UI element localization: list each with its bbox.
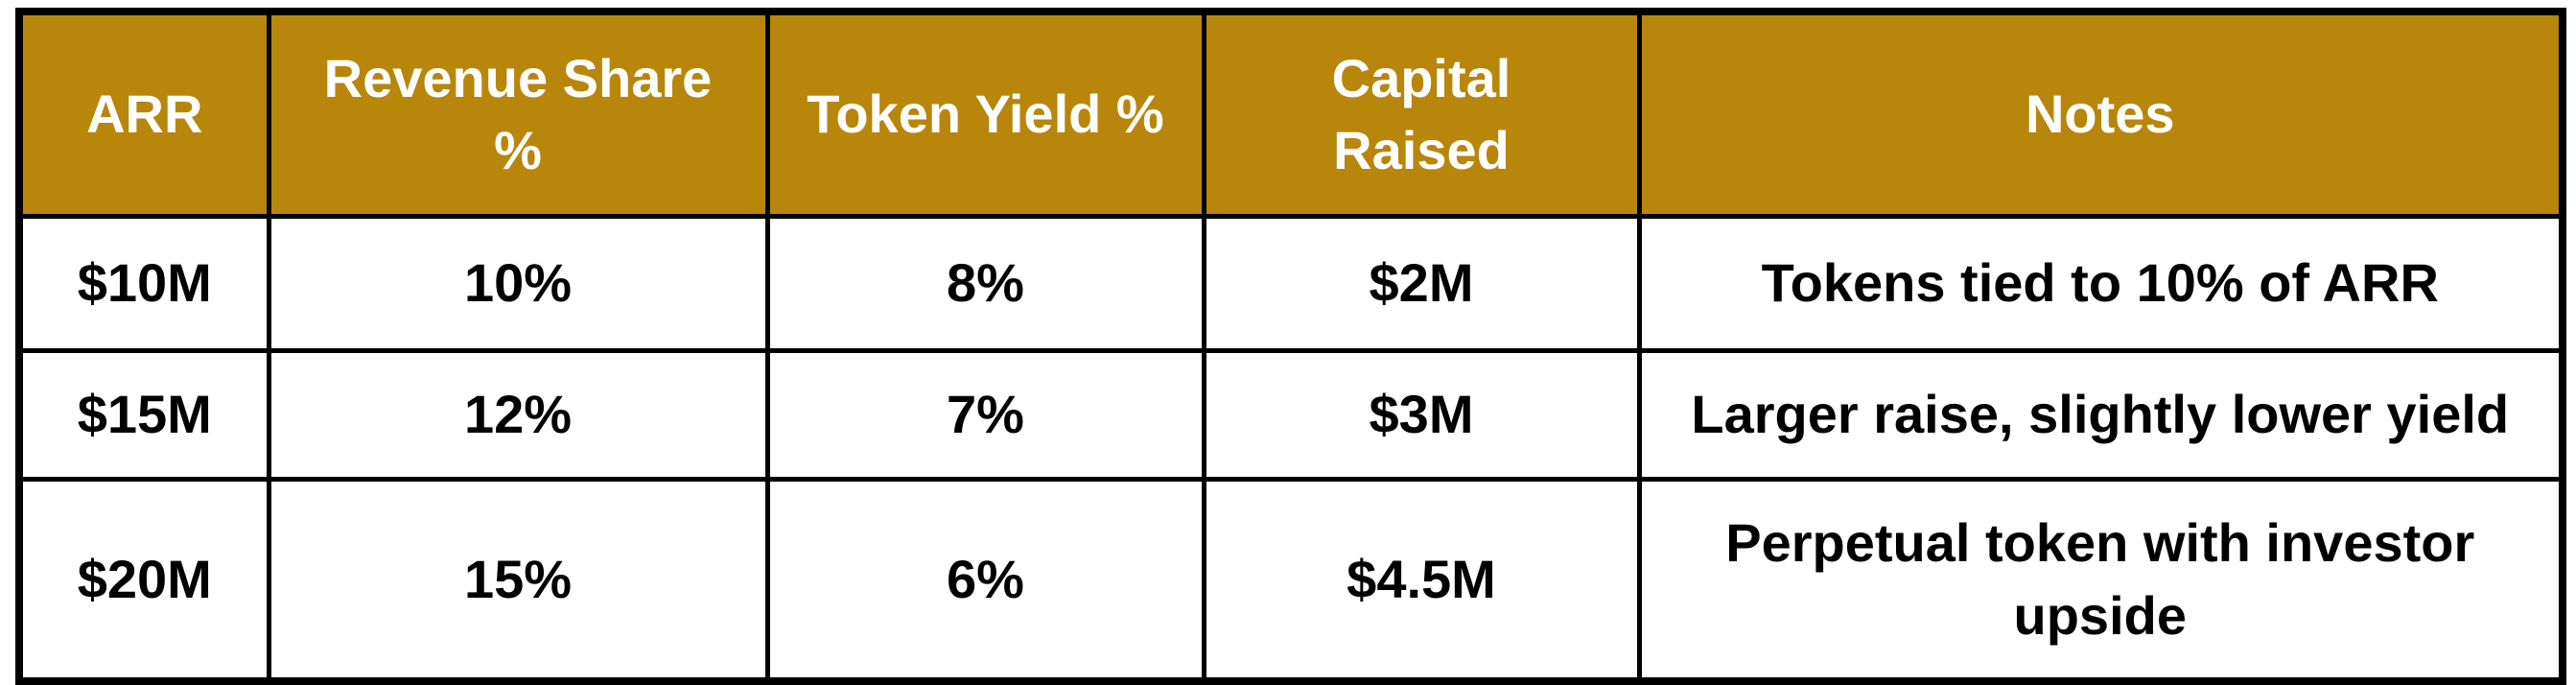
cell-row2-token-yield: 6% <box>764 476 1206 684</box>
table-row: $15M 12% 7% $3M Larger raise, slightly l… <box>16 347 2565 482</box>
cell-row2-arr: $20M <box>16 476 271 684</box>
cell-row1-capital-raised: $3M <box>1201 347 1642 482</box>
column-header-token-yield: Token Yield % <box>764 9 1206 219</box>
cell-row0-revenue-share: 10% <box>266 213 770 353</box>
cell-row0-notes: Tokens tied to 10% of ARR <box>1636 213 2565 353</box>
column-header-revenue-share: Revenue Share % <box>266 9 770 219</box>
cell-row1-token-yield: 7% <box>764 347 1206 482</box>
cell-row2-notes: Perpetual token with investor upside <box>1636 476 2565 684</box>
cell-row1-notes: Larger raise, slightly lower yield <box>1636 347 2565 482</box>
table-header-row: ARR Revenue Share % Token Yield % Capita… <box>16 9 2565 219</box>
cell-row0-token-yield: 8% <box>764 213 1206 353</box>
cell-row2-capital-raised: $4.5M <box>1201 476 1642 684</box>
cell-row1-revenue-share: 12% <box>266 347 770 482</box>
table-row: $20M 15% 6% $4.5M Perpetual token with i… <box>16 476 2565 684</box>
column-header-arr: ARR <box>16 9 271 219</box>
column-header-capital-raised: Capital Raised <box>1201 9 1642 219</box>
revenue-share-table: ARR Revenue Share % Token Yield % Capita… <box>15 8 2566 685</box>
cell-row2-revenue-share: 15% <box>266 476 770 684</box>
cell-row1-arr: $15M <box>16 347 271 482</box>
cell-row0-arr: $10M <box>16 213 271 353</box>
table-row: $10M 10% 8% $2M Tokens tied to 10% of AR… <box>16 213 2565 353</box>
column-header-notes: Notes <box>1636 9 2565 219</box>
cell-row0-capital-raised: $2M <box>1201 213 1642 353</box>
